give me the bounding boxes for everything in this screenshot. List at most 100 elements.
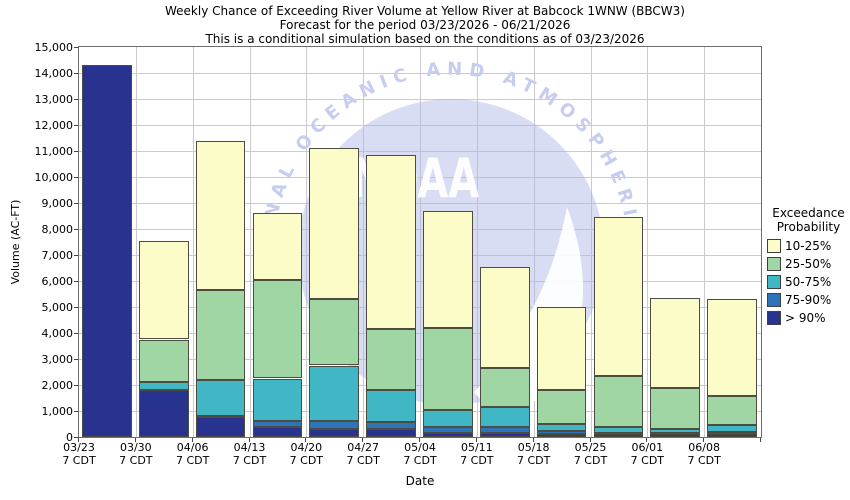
legend-title-line2: Probability: [776, 220, 841, 234]
x-tick-mark: [589, 438, 591, 442]
gridline-vertical: [249, 47, 251, 437]
x-tick-time: 7 CDT: [346, 454, 380, 467]
x-tick-time: 7 CDT: [630, 454, 665, 467]
plot-area: NATIONAL OCEANIC AND ATMOSPHERIC ADMINIS…: [78, 46, 762, 438]
bar-segment-2550-05/25: [593, 375, 644, 428]
bar-segment-2550-03/30: [138, 339, 189, 383]
bar-segment-7590-05/25: [593, 432, 644, 435]
y-tick-label: 15,000: [34, 40, 74, 54]
bar-segment-5075-04/06: [195, 379, 246, 417]
x-axis-title: Date: [405, 474, 435, 488]
legend-entry-label: 50-75%: [785, 274, 832, 289]
bar-segment-1025-04/06: [195, 140, 246, 291]
x-tick-mark: [703, 438, 705, 442]
y-tick-label: 1,000: [41, 404, 74, 418]
bar-segment-7590-05/11: [479, 426, 530, 434]
x-tick-label: 05/11 7 CDT: [448, 441, 506, 467]
chart-title: Weekly Chance of Exceeding River Volume …: [165, 4, 685, 18]
x-tick-label: 04/27 7 CDT: [334, 441, 392, 467]
y-tick-mark: [74, 359, 78, 360]
legend-entry: 10-25%: [767, 238, 850, 253]
x-tick-mark: [532, 438, 534, 442]
bar-segment-5075-05/25: [593, 427, 644, 433]
bar-segment-1025-05/18: [536, 307, 587, 390]
grid-layer: [79, 47, 761, 437]
gridline-vertical: [306, 47, 308, 437]
x-tick-mark: [78, 438, 79, 442]
y-tick-label: 8,000: [41, 222, 74, 236]
bar-segment-90-06/08: [707, 434, 757, 437]
legend-entry-label: 10-25%: [785, 238, 832, 253]
gridline-vertical: [704, 47, 706, 437]
bar-segment-1025-04/27: [366, 154, 416, 330]
y-tick-mark: [74, 385, 78, 386]
bar-segment-90-04/13: [252, 426, 303, 437]
x-tick-time: 7 CDT: [62, 454, 96, 467]
bar-segment-7590-04/06: [195, 416, 246, 419]
x-tick-mark: [419, 438, 420, 442]
bar-segment-5075-06/08: [707, 425, 757, 433]
y-tick-mark: [74, 307, 78, 308]
bar-segment-5075-04/13: [252, 378, 303, 421]
y-tick-mark: [74, 99, 78, 100]
bar-segment-90-04/20: [309, 429, 360, 437]
legend-entry: 25-50%: [767, 256, 850, 271]
bar-segment-5075-05/18: [536, 424, 587, 431]
y-tick-label: 12,000: [34, 118, 74, 132]
x-tick-label: 04/13 7 CDT: [221, 441, 279, 467]
x-tick-mark: [646, 438, 648, 442]
bars-layer: [79, 47, 761, 437]
bar-segment-1025-06/01: [650, 297, 701, 388]
bar-segment-7590-04/20: [309, 421, 360, 430]
gridline-vertical: [363, 47, 365, 437]
gridline-vertical: [135, 47, 137, 437]
gridline-vertical: [647, 47, 649, 437]
y-tick-label: 10,000: [34, 170, 74, 184]
x-tick-date: 06/01: [631, 441, 664, 454]
x-tick-time: 7 CDT: [403, 454, 437, 467]
chart-subtitle-period: Forecast for the period 03/23/2026 - 06/…: [279, 18, 571, 32]
y-tick-mark: [74, 47, 78, 48]
bar-segment-5075-05/11: [479, 406, 530, 427]
x-tick-mark: [191, 438, 193, 442]
x-tick-label: 05/04 7 CDT: [391, 441, 449, 467]
bar-segment-7590-05/04: [423, 427, 473, 434]
x-tick-time: 7 CDT: [119, 454, 153, 467]
y-tick-mark: [74, 177, 78, 178]
x-tick-time: 7 CDT: [516, 454, 551, 467]
bar-segment-2550-05/04: [423, 327, 473, 411]
y-tick-mark: [74, 229, 78, 230]
x-tick-label: 03/23 7 CDT: [50, 441, 108, 467]
gridline-vertical: [420, 47, 421, 437]
x-tick-time: 7 CDT: [175, 454, 210, 467]
x-tick-date: 04/13: [233, 441, 266, 454]
x-tick-time: 7 CDT: [687, 454, 721, 467]
bar-segment-2550-04/06: [195, 290, 246, 380]
bar-segment-90-05/18: [536, 434, 587, 437]
x-tick-label: 04/06 7 CDT: [164, 441, 222, 467]
x-tick-time: 7 CDT: [289, 454, 324, 467]
bar-segment-5075-04/27: [366, 390, 416, 422]
legend-swatch-7590: [767, 292, 781, 307]
y-tick-label: 0: [66, 430, 73, 444]
x-tick-mark: [760, 438, 761, 442]
y-tick-label: 9,000: [41, 196, 74, 210]
legend-entry: 50-75%: [767, 274, 850, 289]
x-tick-date: 05/18: [517, 441, 550, 454]
y-tick-label: 3,000: [41, 352, 74, 366]
bar-segment-1025-05/04: [423, 210, 473, 328]
bar-segment-2550-06/01: [650, 387, 701, 430]
legend-entry: > 90%: [767, 310, 850, 325]
legend-entry-label: > 90%: [785, 310, 826, 325]
x-tick-date: 04/27: [347, 441, 379, 454]
y-tick-mark: [74, 73, 78, 74]
y-tick-mark: [74, 151, 78, 152]
y-tick-mark: [74, 125, 78, 126]
bar-segment-5075-06/01: [650, 429, 701, 433]
y-tick-label: 2,000: [41, 378, 74, 392]
bar-segment-5075-05/04: [423, 410, 473, 428]
y-tick-mark: [74, 411, 78, 412]
y-tick-mark: [74, 255, 78, 256]
bar-segment-2550-06/08: [707, 395, 757, 426]
